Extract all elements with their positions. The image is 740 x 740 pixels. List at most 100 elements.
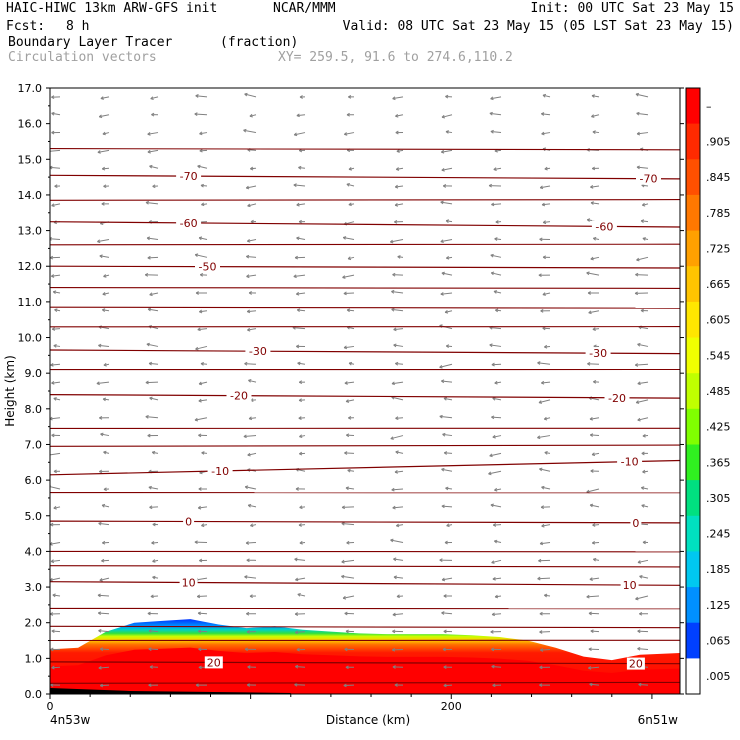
vector-shaft xyxy=(149,397,159,401)
vector-head xyxy=(636,165,640,170)
vector-shaft xyxy=(635,93,649,98)
circulation-vector xyxy=(198,433,208,438)
vector-head xyxy=(149,292,153,297)
vector-head xyxy=(442,432,446,437)
vector-head xyxy=(494,594,499,599)
vector-head xyxy=(99,469,103,474)
vector-head xyxy=(592,236,597,241)
vector-head xyxy=(51,95,55,100)
vector-head xyxy=(295,577,299,582)
vector-head xyxy=(395,130,399,135)
vector-shaft xyxy=(441,612,453,615)
circulation-vector xyxy=(635,595,649,601)
circulation-vector xyxy=(148,629,159,633)
isotherm-line xyxy=(50,565,680,568)
vector-shaft xyxy=(246,274,257,277)
vector-head xyxy=(539,611,543,616)
vector-shaft xyxy=(96,381,110,384)
vector-shaft xyxy=(489,112,502,116)
vector-head xyxy=(489,453,493,458)
circulation-vector xyxy=(147,149,159,154)
vector-shaft xyxy=(247,239,257,242)
vector-head xyxy=(392,665,396,669)
vector-shaft xyxy=(194,113,208,116)
vector-shaft xyxy=(293,184,306,187)
vector-shaft xyxy=(589,577,600,580)
vector-head xyxy=(343,291,347,296)
vector-head xyxy=(441,504,445,509)
vector-head xyxy=(636,257,640,262)
circulation-vector xyxy=(101,503,110,508)
circulation-vector xyxy=(194,253,208,258)
vector-head xyxy=(389,239,394,244)
vector-shaft xyxy=(390,239,404,243)
circulation-vector xyxy=(641,504,649,508)
circulation-vector xyxy=(102,292,110,296)
circulation-vector xyxy=(99,469,110,474)
circulation-vector xyxy=(54,184,61,189)
vector-head xyxy=(491,362,495,367)
isotherm-line xyxy=(50,221,680,228)
colorbar-label: .305 xyxy=(706,492,731,505)
vector-head xyxy=(149,396,153,401)
circulation-vector xyxy=(392,629,404,634)
vector-shaft xyxy=(243,435,257,437)
circulation-vector xyxy=(639,611,649,616)
vector-shaft xyxy=(590,185,600,188)
colorbar-swatch xyxy=(686,159,700,196)
circulation-vector xyxy=(636,165,649,170)
circulation-vector xyxy=(394,683,404,687)
circulation-vector xyxy=(391,647,404,652)
circulation-vector xyxy=(539,665,551,670)
vector-shaft xyxy=(102,309,110,312)
circulation-vector xyxy=(294,630,306,635)
isotherm-line xyxy=(50,148,680,151)
circulation-vector xyxy=(544,451,551,455)
isotherm-label-bg xyxy=(183,515,195,528)
vector-shaft xyxy=(101,504,110,508)
vector-shaft xyxy=(341,575,355,579)
circulation-vector xyxy=(541,485,551,490)
vector-head xyxy=(194,540,198,545)
vector-shaft xyxy=(145,416,159,419)
isotherm-line xyxy=(50,349,680,355)
circulation-vector xyxy=(491,664,502,669)
circulation-vector xyxy=(51,203,61,207)
vector-head xyxy=(445,486,449,491)
circulation-vector xyxy=(391,289,404,294)
vector-shaft xyxy=(51,381,61,384)
vector-head xyxy=(592,557,597,562)
vector-head xyxy=(640,486,645,490)
vector-head xyxy=(446,523,450,528)
circulation-vector xyxy=(489,452,502,458)
vector-head xyxy=(293,183,297,188)
vector-head xyxy=(544,593,548,598)
colorbar-swatch xyxy=(686,337,700,374)
vector-head xyxy=(247,665,251,669)
vector-shaft xyxy=(149,506,159,508)
circulation-vector xyxy=(296,308,306,313)
vector-shaft xyxy=(198,506,208,509)
vector-shaft xyxy=(441,114,453,118)
vector-head xyxy=(635,400,640,404)
vector-head xyxy=(197,611,202,616)
circulation-vector xyxy=(246,239,257,243)
circulation-vector xyxy=(396,594,404,599)
circulation-vector xyxy=(494,380,502,385)
vector-head xyxy=(50,255,54,260)
vector-head xyxy=(541,523,545,528)
circulation-vector xyxy=(493,290,502,294)
vector-head xyxy=(247,503,252,508)
circulation-vector xyxy=(394,203,404,207)
vector-shaft xyxy=(150,595,159,597)
colorbar-label: .725 xyxy=(706,242,731,255)
vector-head xyxy=(101,308,106,312)
colorbar-frame xyxy=(685,87,701,695)
isotherm-label-bg xyxy=(620,578,639,591)
vector-shaft xyxy=(195,95,208,98)
vector-head xyxy=(51,203,55,207)
vector-head xyxy=(297,361,301,366)
vector-head xyxy=(395,167,400,171)
vector-head xyxy=(542,220,547,225)
vector-head xyxy=(194,112,198,117)
